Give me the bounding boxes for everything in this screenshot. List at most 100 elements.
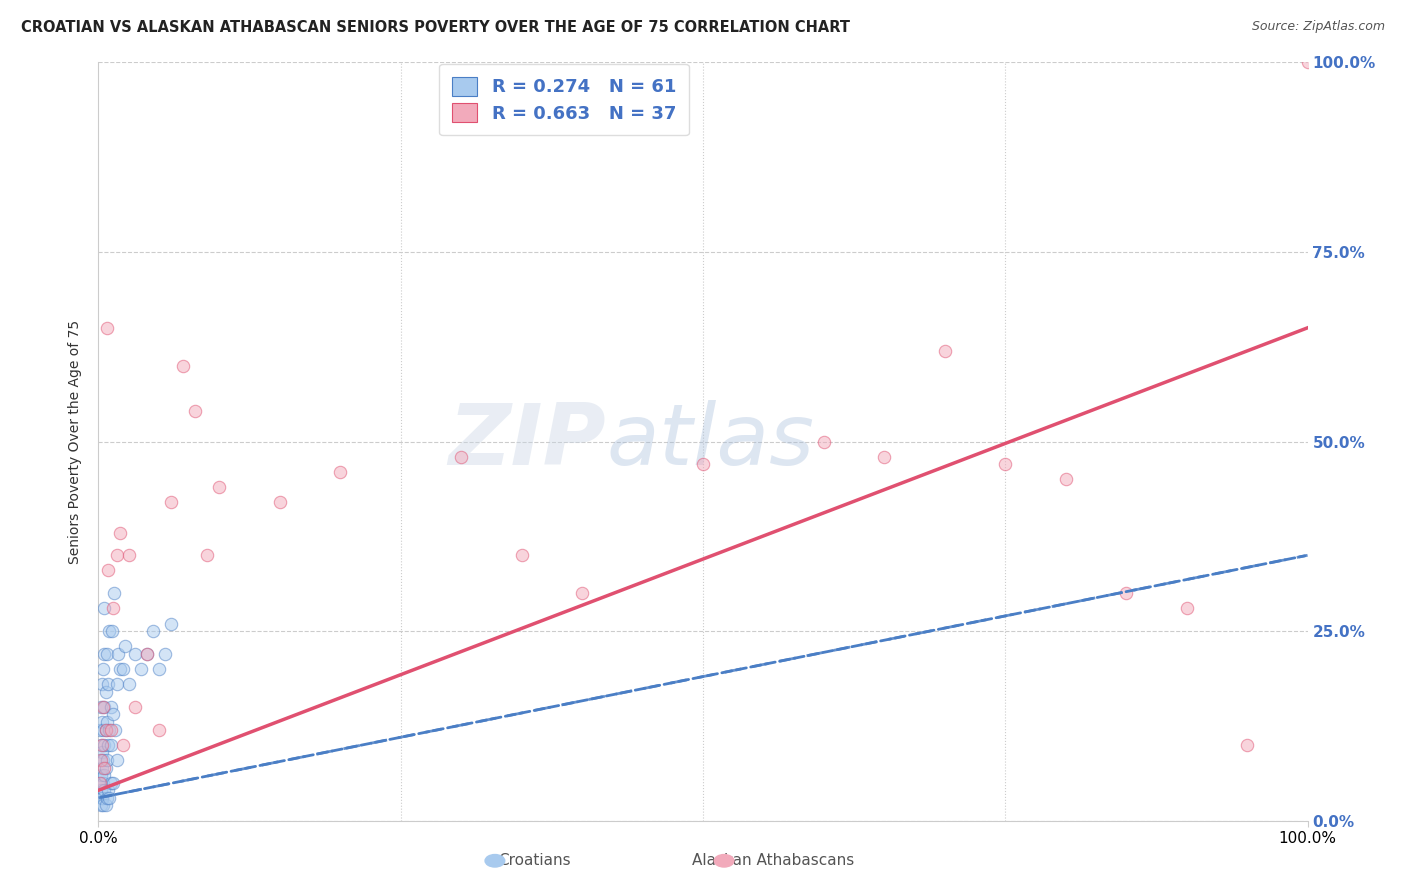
Point — [96, 647, 118, 661]
Point — [124, 647, 146, 661]
Point — [90, 738, 112, 752]
Point — [100, 738, 122, 752]
Point — [108, 662, 131, 676]
Point — [1296, 55, 1319, 70]
Text: CROATIAN VS ALASKAN ATHABASCAN SENIORS POVERTY OVER THE AGE OF 75 CORRELATION CH: CROATIAN VS ALASKAN ATHABASCAN SENIORS P… — [21, 20, 851, 35]
Point — [89, 776, 111, 790]
Point — [91, 715, 114, 730]
Point — [90, 699, 112, 714]
Point — [94, 723, 117, 737]
Point — [97, 783, 120, 797]
Point — [93, 760, 115, 774]
Point — [160, 495, 183, 509]
Point — [105, 677, 128, 691]
Point — [105, 548, 128, 563]
Point — [91, 746, 114, 760]
Point — [114, 639, 136, 653]
Point — [135, 647, 157, 661]
Text: Source: ZipAtlas.com: Source: ZipAtlas.com — [1251, 20, 1385, 33]
Point — [89, 753, 111, 767]
Point — [93, 601, 115, 615]
Point — [101, 776, 124, 790]
Point — [97, 677, 120, 691]
Text: ZIP: ZIP — [449, 400, 606, 483]
Point — [91, 738, 114, 752]
Point — [184, 404, 207, 418]
Point — [90, 783, 112, 797]
Point — [160, 616, 183, 631]
Point — [1054, 473, 1077, 487]
Point — [96, 753, 118, 767]
Point — [89, 776, 111, 790]
Point — [1115, 586, 1137, 600]
Point — [91, 791, 114, 805]
Point — [692, 458, 714, 472]
Point — [571, 586, 593, 600]
Point — [90, 798, 112, 813]
Point — [135, 647, 157, 661]
Point — [269, 495, 291, 509]
Point — [873, 450, 896, 464]
Point — [813, 434, 835, 449]
Point — [89, 723, 111, 737]
Point — [148, 723, 170, 737]
Point — [90, 768, 112, 782]
Point — [118, 677, 141, 691]
Point — [93, 699, 115, 714]
Point — [118, 548, 141, 563]
Point — [91, 753, 114, 767]
Point — [142, 624, 165, 639]
Point — [153, 647, 176, 661]
Point — [100, 624, 122, 639]
Point — [91, 776, 114, 790]
Point — [148, 662, 170, 676]
Point — [510, 548, 533, 563]
Point — [96, 791, 118, 805]
Point — [111, 738, 134, 752]
Point — [96, 320, 118, 334]
Text: Croatians: Croatians — [498, 854, 571, 868]
Point — [98, 723, 121, 737]
Point — [91, 699, 114, 714]
Point — [103, 586, 125, 600]
Point — [450, 450, 472, 464]
Point — [111, 662, 134, 676]
Point — [104, 723, 127, 737]
Point — [1236, 738, 1258, 752]
Point — [98, 791, 121, 805]
Point — [94, 685, 117, 699]
Point — [934, 343, 956, 358]
Point — [195, 548, 218, 563]
Point — [100, 699, 122, 714]
Point — [101, 707, 124, 722]
Point — [91, 798, 114, 813]
Point — [94, 760, 117, 774]
Point — [91, 662, 114, 676]
Point — [96, 715, 118, 730]
Legend: R = 0.274   N = 61, R = 0.663   N = 37: R = 0.274 N = 61, R = 0.663 N = 37 — [439, 64, 689, 136]
Point — [93, 738, 115, 752]
Point — [98, 624, 121, 639]
Text: Alaskan Athabascans: Alaskan Athabascans — [692, 854, 855, 868]
Point — [91, 791, 114, 805]
Point — [90, 753, 112, 767]
Text: atlas: atlas — [606, 400, 814, 483]
Point — [101, 601, 124, 615]
Point — [100, 723, 122, 737]
Point — [91, 760, 114, 774]
Point — [93, 647, 115, 661]
Point — [329, 465, 352, 479]
Point — [94, 798, 117, 813]
Point — [124, 699, 146, 714]
Point — [107, 647, 129, 661]
Point — [172, 359, 194, 373]
Point — [93, 783, 115, 797]
Point — [93, 768, 115, 782]
Point — [97, 738, 120, 752]
Point — [94, 723, 117, 737]
Point — [208, 480, 231, 494]
Point — [97, 564, 120, 578]
Point — [91, 677, 114, 691]
Y-axis label: Seniors Poverty Over the Age of 75: Seniors Poverty Over the Age of 75 — [69, 319, 83, 564]
Point — [129, 662, 152, 676]
